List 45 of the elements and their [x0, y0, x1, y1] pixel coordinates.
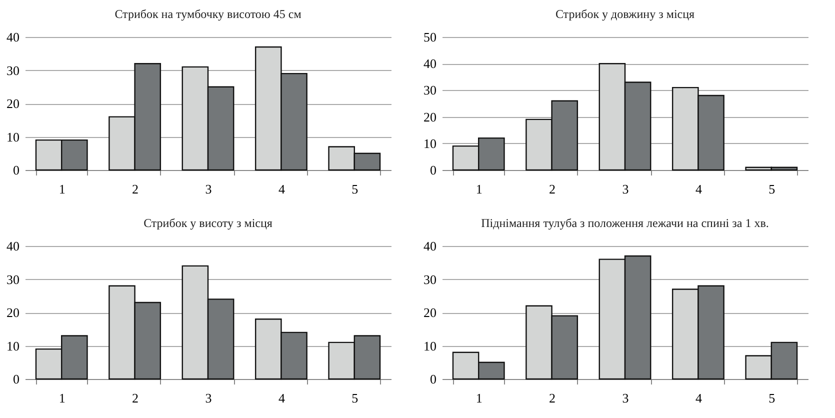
y-tick-label: 0 [13, 372, 20, 386]
chart-title: Стрибок у висоту з місця [144, 216, 273, 230]
x-tick-label: 5 [768, 390, 776, 406]
y-tick-label: 30 [6, 272, 20, 287]
y-tick-label: 0 [430, 162, 436, 178]
x-tick-label: 2 [549, 390, 556, 406]
y-tick-label: 10 [424, 136, 436, 151]
x-tick-label: 4 [695, 182, 702, 196]
y-tick-label: 40 [6, 238, 20, 254]
y-tick-label: 10 [6, 338, 20, 354]
x-tick-label: 1 [58, 390, 66, 406]
x-tick-label: 2 [132, 182, 139, 196]
x-tick-label: 3 [205, 182, 212, 196]
x-tick-label: 4 [278, 182, 286, 196]
y-tick-label: 10 [424, 338, 436, 354]
y-tick-label: 20 [6, 96, 20, 111]
x-tick-label: 2 [549, 182, 556, 196]
x-tick-label: 5 [352, 182, 358, 196]
x-tick-label: 1 [476, 182, 482, 196]
y-tick-label: 20 [424, 305, 436, 320]
y-tick-label: 30 [424, 82, 436, 98]
y-tick-label: 50 [424, 30, 436, 44]
x-tick-label: 4 [278, 390, 286, 406]
y-tick-label: 0 [430, 372, 436, 386]
y-tick-label: 30 [6, 62, 20, 78]
x-tick-label: 3 [205, 390, 212, 406]
y-tick-label: 20 [6, 305, 20, 320]
x-tick-label: 2 [132, 390, 139, 406]
y-tick-label: 0 [13, 162, 20, 178]
y-tick-label: 40 [424, 56, 436, 72]
chart-title: Стрибок на тумбочку висотою 45 см [114, 7, 302, 21]
x-tick-label: 3 [622, 390, 629, 406]
chart-title: Піднімання тулуба з положення лежачи на спині за 1 хв. [481, 216, 769, 230]
x-tick-label: 5 [352, 390, 358, 406]
x-tick-label: 4 [695, 390, 702, 406]
y-tick-label: 20 [424, 109, 436, 124]
x-tick-label: 1 [476, 390, 482, 406]
x-tick-label: 1 [58, 182, 66, 196]
y-tick-label: 40 [424, 238, 436, 254]
y-tick-label: 30 [424, 272, 436, 287]
x-tick-label: 5 [768, 182, 776, 196]
y-tick-label: 10 [6, 129, 20, 144]
chart-title: Стрибок у довжину з місця [555, 7, 696, 21]
x-tick-label: 3 [622, 182, 629, 196]
y-tick-label: 40 [6, 30, 20, 44]
